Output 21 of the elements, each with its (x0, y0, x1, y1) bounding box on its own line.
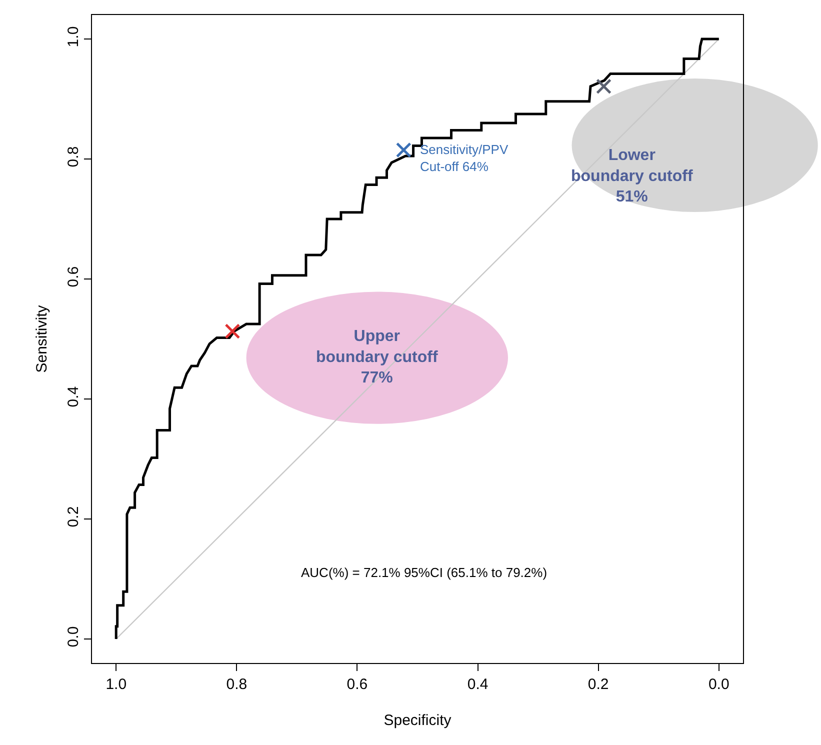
x-axis-title: Specificity (384, 712, 452, 729)
annotation: Lower boundary cutoff 51% (571, 147, 694, 206)
y-tick-label: 0.6 (65, 266, 82, 288)
y-tick-label: 0.8 (65, 146, 82, 168)
annotation: Sensitivity/PPV Cut-off 64% (420, 142, 508, 174)
point (224, 323, 240, 339)
y-tick-label: 0.0 (65, 626, 82, 648)
x-tick-label: 1.0 (106, 676, 127, 693)
annotation: Upper boundary cutoff 77% (316, 328, 438, 387)
x-tick-label: 0.6 (346, 676, 368, 693)
annotation: AUC(%) = 72.1% 95%CI (65.1% to 79.2%) (301, 565, 548, 580)
y-axis-title: Sensitivity (33, 304, 50, 373)
y-tick-label: 0.2 (65, 506, 82, 528)
point (396, 142, 412, 158)
y-tick-label: 1.0 (65, 26, 82, 48)
point (596, 78, 612, 94)
x-tick-label: 0.0 (708, 676, 730, 693)
x-tick-label: 0.4 (467, 676, 488, 693)
x-tick-label: 0.8 (226, 676, 248, 693)
y-tick-label: 0.4 (65, 386, 82, 408)
x-tick-label: 0.2 (588, 676, 609, 693)
